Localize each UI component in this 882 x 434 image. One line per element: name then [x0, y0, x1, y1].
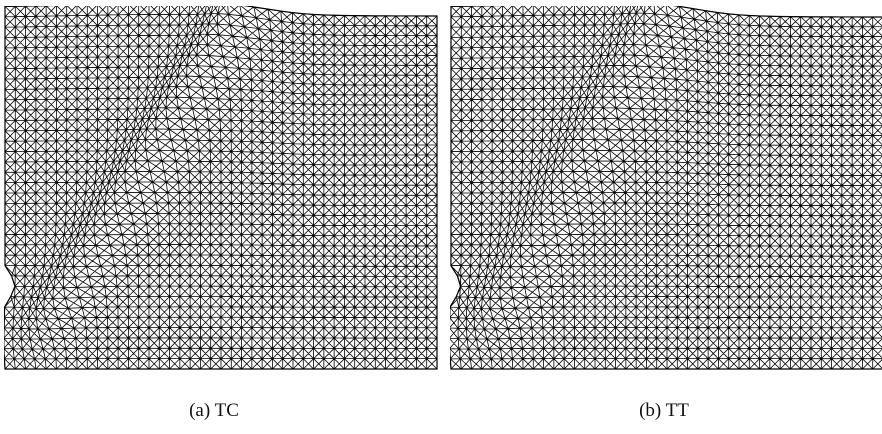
mesh-panel-tc — [4, 6, 438, 370]
caption-tt: (b) TT — [639, 400, 689, 421]
mesh-edges — [450, 6, 882, 370]
mesh-panel-tt — [450, 6, 882, 370]
caption-tc: (a) TC — [189, 400, 239, 421]
mesh-edges — [4, 6, 438, 370]
mesh-tt — [450, 6, 882, 370]
mesh-outline — [4, 6, 438, 370]
mesh-tc — [4, 6, 438, 370]
mesh-outline — [450, 6, 882, 370]
